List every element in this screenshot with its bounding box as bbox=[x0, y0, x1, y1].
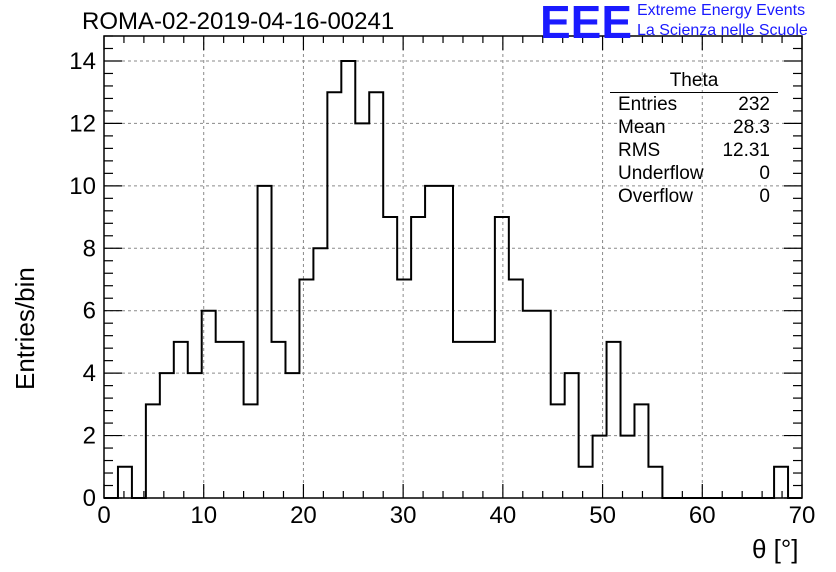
histogram-bin bbox=[523, 311, 537, 498]
histogram-bin bbox=[495, 217, 509, 498]
histogram-bin bbox=[425, 186, 439, 498]
stats-value: 0 bbox=[759, 186, 770, 207]
histogram-bin bbox=[411, 217, 425, 498]
histogram-bin bbox=[648, 467, 662, 498]
stats-row-entries: Entries 232 bbox=[610, 93, 778, 116]
y-tick-label: 4 bbox=[83, 360, 96, 387]
stats-label: Entries bbox=[618, 94, 678, 115]
stats-label: Mean bbox=[618, 117, 666, 138]
stats-title: Theta bbox=[610, 70, 778, 93]
y-tick-label: 2 bbox=[83, 423, 96, 450]
stats-value: 12.31 bbox=[722, 140, 770, 161]
stats-row-overflow: Overflow 0 bbox=[610, 185, 778, 208]
x-tick-label: 20 bbox=[290, 502, 317, 529]
histogram-bin bbox=[230, 342, 244, 498]
stats-label: Underflow bbox=[618, 163, 704, 184]
logo-mark: EEE bbox=[540, 0, 633, 48]
histogram-bin bbox=[481, 342, 495, 498]
stats-label: Overflow bbox=[618, 186, 693, 207]
x-axis-label: θ [°] bbox=[752, 534, 799, 564]
histogram-bin bbox=[216, 342, 230, 498]
stats-value: 232 bbox=[738, 94, 770, 115]
y-tick-label: 6 bbox=[83, 298, 96, 325]
histogram-bin bbox=[118, 467, 132, 498]
histogram-bin bbox=[551, 404, 565, 498]
histogram-bin bbox=[397, 279, 411, 498]
y-tick-label: 12 bbox=[69, 110, 96, 137]
histogram-bin bbox=[258, 186, 272, 498]
histogram-outline bbox=[104, 59, 802, 499]
y-tick-label: 10 bbox=[69, 173, 96, 200]
stats-box: Theta Entries 232 Mean 28.3 RMS 12.31 Un… bbox=[610, 70, 778, 208]
y-axis-label: Entries/bin bbox=[10, 267, 40, 390]
axis-ticks bbox=[103, 35, 803, 499]
histogram-bin bbox=[439, 186, 453, 498]
histogram-bin bbox=[146, 404, 160, 498]
histogram-bin bbox=[607, 342, 621, 498]
x-tick-label: 0 bbox=[97, 502, 110, 529]
histogram-bin bbox=[509, 279, 523, 498]
x-tick-label: 60 bbox=[689, 502, 716, 529]
histogram-bin bbox=[244, 404, 258, 498]
histogram-bin bbox=[299, 279, 313, 498]
histogram-bin bbox=[634, 404, 648, 498]
stats-row-rms: RMS 12.31 bbox=[610, 139, 778, 162]
histogram-bin bbox=[327, 92, 341, 498]
histogram-bin bbox=[621, 436, 635, 498]
histogram-bin bbox=[174, 342, 188, 498]
tick-labels: 0 10 20 30 40 50 60 70 0 2 4 6 8 10 12 14 bbox=[69, 48, 815, 529]
histogram-bin bbox=[593, 436, 607, 498]
histogram-bin bbox=[467, 342, 481, 498]
histogram-bin bbox=[341, 61, 355, 498]
stats-value: 28.3 bbox=[733, 117, 770, 138]
stats-row-underflow: Underflow 0 bbox=[610, 162, 778, 185]
histogram-bin bbox=[537, 311, 551, 498]
histogram-bins bbox=[104, 59, 802, 499]
y-tick-label: 14 bbox=[69, 48, 96, 75]
stats-row-mean: Mean 28.3 bbox=[610, 116, 778, 139]
histogram-bin bbox=[774, 467, 788, 498]
y-tick-label: 0 bbox=[83, 485, 96, 512]
x-tick-label: 30 bbox=[390, 502, 417, 529]
histogram-bin bbox=[383, 217, 397, 498]
histogram-bin bbox=[272, 342, 286, 498]
x-tick-label: 50 bbox=[589, 502, 616, 529]
stats-label: RMS bbox=[618, 140, 661, 161]
logo-line-1: Extreme Energy Events bbox=[637, 2, 806, 19]
logo-line-2: La Scienza nelle Scuole bbox=[637, 22, 808, 39]
plot-frame-rect bbox=[103, 35, 803, 499]
plot-frame bbox=[103, 35, 803, 499]
x-tick-label: 70 bbox=[789, 502, 816, 529]
histogram-bin bbox=[369, 92, 383, 498]
x-tick-label: 40 bbox=[490, 502, 517, 529]
y-tick-label: 8 bbox=[83, 235, 96, 262]
stats-value: 0 bbox=[759, 163, 770, 184]
x-tick-label: 10 bbox=[190, 502, 217, 529]
histogram-bin bbox=[453, 342, 467, 498]
chart-title: ROMA-02-2019-04-16-00241 bbox=[82, 8, 395, 35]
histogram-bin bbox=[579, 467, 593, 498]
